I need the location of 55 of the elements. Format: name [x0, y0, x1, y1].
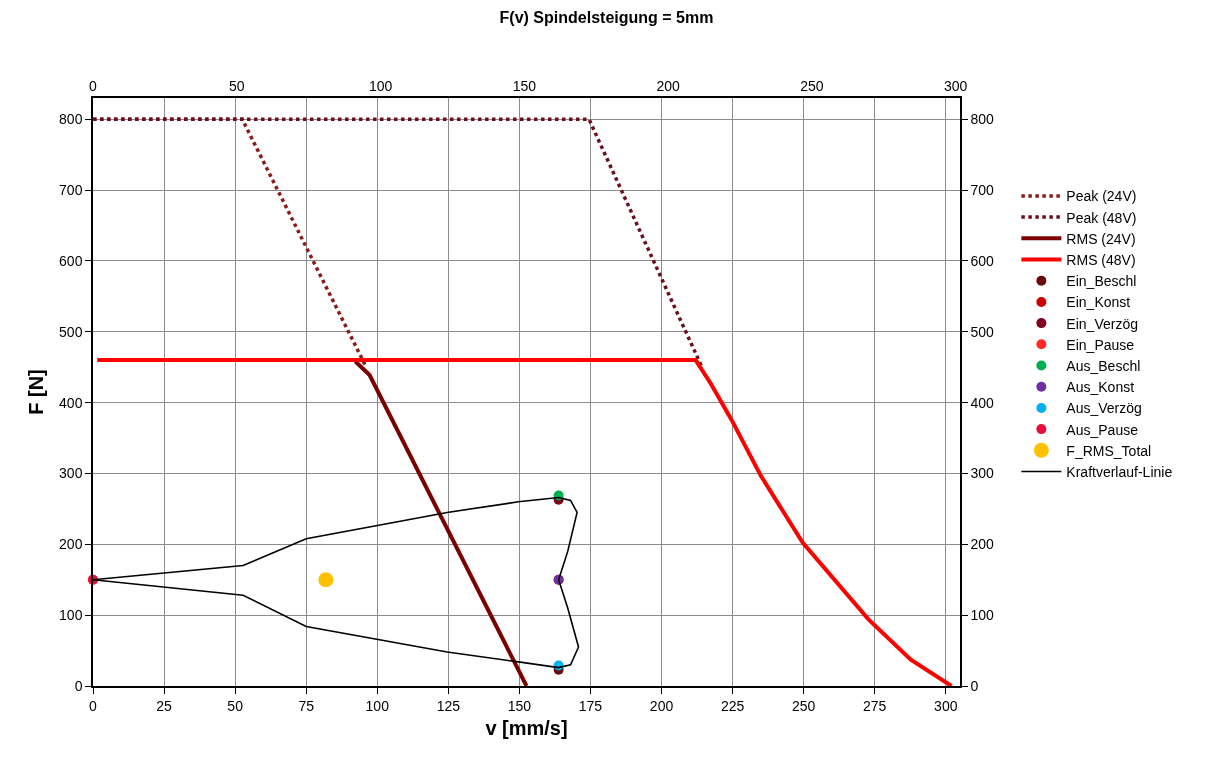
y-tick-label: 400 — [59, 394, 83, 411]
x-tick-label: 0 — [89, 697, 98, 714]
x-axis-title: v [mm/s] — [485, 716, 568, 739]
legend-label: Ein_Pause — [1066, 336, 1135, 353]
legend-label: Aus_Pause — [1066, 421, 1139, 438]
y2-tick-label: 600 — [970, 252, 995, 269]
x2-tick-label: 50 — [228, 77, 245, 94]
x-tick-label: 100 — [365, 697, 390, 714]
x-tick-label: 50 — [227, 697, 244, 714]
x-tick-label: 300 — [934, 697, 958, 714]
y-tick-label: 0 — [74, 677, 83, 694]
x2-tick-label: 0 — [89, 77, 98, 94]
x2-tick-label: 300 — [944, 77, 968, 94]
x2-tick-label: 100 — [368, 77, 393, 94]
x2-tick-label: 150 — [512, 77, 537, 94]
x2-tick-label: 250 — [800, 77, 824, 94]
y2-tick-label: 500 — [970, 323, 995, 340]
x-tick-label: 25 — [156, 697, 173, 714]
legend-label: Ein_Beschl — [1066, 273, 1137, 290]
y-tick-label: 200 — [59, 536, 83, 553]
y-tick-label: 800 — [59, 111, 83, 128]
legend-label: Peak (48V) — [1066, 209, 1137, 226]
x-tick-label: 150 — [507, 697, 532, 714]
legend-label: Aus_Konst — [1066, 379, 1135, 396]
x-tick-label: 75 — [298, 697, 315, 714]
legend-label: Peak (24V) — [1066, 188, 1137, 205]
y-tick-label: 700 — [59, 182, 83, 198]
x-tick-label: 225 — [720, 697, 745, 714]
legend-label: F_RMS_Total — [1066, 442, 1152, 459]
chart-title: F(v) Spindelsteigung = 5mm — [499, 8, 714, 26]
legend-label: Ein_Verzög — [1066, 315, 1138, 332]
x2-tick-label: 200 — [656, 77, 681, 94]
y-axis-title: F [N] — [25, 369, 48, 415]
x-tick-label: 175 — [578, 697, 603, 714]
legend-label: RMS (24V) — [1066, 230, 1136, 247]
y2-tick-label: 400 — [970, 394, 995, 411]
legend-label: RMS (48V) — [1066, 251, 1136, 268]
y2-tick-label: 200 — [970, 536, 995, 553]
x-tick-label: 200 — [649, 697, 674, 714]
y2-tick-label: 0 — [970, 677, 979, 694]
x-tick-label: 275 — [863, 697, 887, 714]
y2-tick-label: 800 — [970, 111, 995, 128]
legend-label: Kraftverlauf-Linie — [1066, 463, 1173, 480]
y-tick-label: 300 — [59, 465, 83, 482]
x-tick-label: 125 — [436, 697, 461, 714]
legend-label: Aus_Beschl — [1066, 357, 1141, 374]
legend-label: Aus_Verzög — [1066, 400, 1142, 417]
y2-tick-label: 300 — [970, 465, 995, 482]
y-tick-label: 100 — [59, 607, 83, 624]
legend-label: Ein_Konst — [1066, 294, 1131, 311]
y2-tick-label: 100 — [970, 607, 995, 624]
y2-tick-label: 700 — [970, 182, 995, 198]
y-tick-label: 500 — [59, 323, 83, 340]
x-tick-label: 250 — [791, 697, 816, 714]
y-tick-label: 600 — [59, 252, 83, 269]
